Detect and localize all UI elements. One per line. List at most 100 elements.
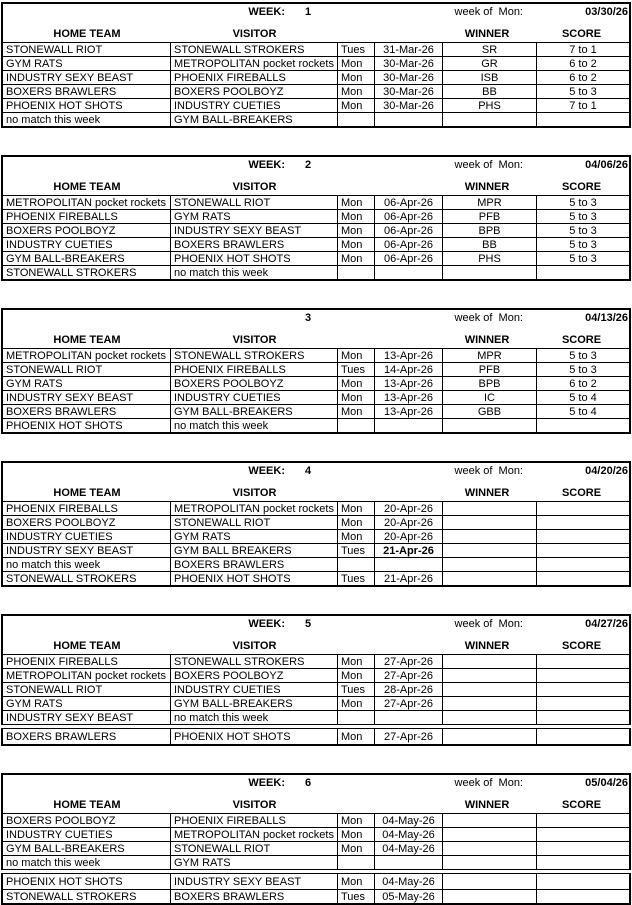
score-cell	[537, 419, 629, 432]
week-block: WEEK: 2 week of Mon: 04/06/26 HOME TEAM VISIT…	[1, 155, 631, 281]
week-section: WEEK: 6 week of Mon: 05/04/26 HOME TEAM VISIT…	[1, 773, 631, 870]
day-cell	[338, 711, 375, 724]
week-label: WEEK:	[248, 6, 285, 18]
visitor-team-cell: BOXERS POOLBOYZ	[171, 377, 338, 390]
score-cell	[537, 814, 629, 827]
visitor-team-cell: GYM RATS	[171, 210, 338, 223]
winner-cell	[443, 419, 537, 432]
visitor-team-cell: BOXERS BRAWLERS	[171, 558, 338, 571]
winner-cell	[443, 113, 537, 126]
visitor-team-cell: GYM RATS	[171, 856, 338, 869]
week-of-label: week of Mon:	[454, 159, 523, 171]
winner-cell: PHS	[443, 252, 537, 265]
visitor-team-cell: no match this week	[171, 266, 338, 279]
match-row: GYM RATS GYM BALL-BREAKERS Mon 27-Apr-26	[3, 696, 629, 710]
section-gap	[1, 725, 631, 728]
score-cell	[537, 572, 629, 585]
match-row: INDUSTRY CUETIES BOXERS BRAWLERS Mon 06-Apr…	[3, 237, 629, 251]
match-row: INDUSTRY CUETIES METROPOLITAN pocket rock…	[3, 827, 629, 841]
date-cell: 20-Apr-26	[375, 502, 443, 515]
column-header-visitor: VISITOR	[232, 487, 277, 499]
column-header-score: SCORE	[561, 334, 602, 346]
visitor-team-cell: INDUSTRY CUETIES	[171, 683, 338, 696]
column-header-home-team: HOME TEAM	[53, 487, 121, 499]
visitor-team-cell: STONEWALL STROKERS	[171, 349, 338, 362]
home-team-cell: PHOENIX FIREBALLS	[3, 502, 171, 515]
winner-cell: PFB	[443, 363, 537, 376]
day-cell: Mon	[338, 99, 375, 112]
date-cell: 30-Mar-26	[375, 85, 443, 98]
column-header-home-team: HOME TEAM	[53, 181, 121, 193]
week-header: WEEK: 4 week of Mon: 04/20/26 HOME TEAM VISIT…	[3, 463, 629, 501]
match-row: INDUSTRY SEXY BEAST INDUSTRY CUETIES Mon 13…	[3, 390, 629, 404]
day-cell: Mon	[338, 669, 375, 682]
winner-cell	[443, 266, 537, 279]
score-cell: 5 to 3	[569, 349, 597, 362]
week-number: 3	[304, 312, 312, 324]
week-number: 6	[304, 777, 312, 789]
score-cell	[537, 516, 629, 529]
column-header-home-team: HOME TEAM	[53, 799, 121, 811]
match-row: no match this week GYM BALL-BREAKERS	[3, 112, 629, 126]
match-row: PHOENIX HOT SHOTS INDUSTRY CUETIES Mon 30-M…	[3, 98, 629, 112]
match-row: STONEWALL STROKERS no match this week	[3, 265, 629, 279]
visitor-team-cell: BOXERS POOLBOYZ	[171, 669, 338, 682]
date-cell	[375, 558, 443, 571]
home-team-cell: STONEWALL RIOT	[3, 43, 171, 56]
day-cell	[338, 419, 375, 432]
score-cell	[537, 544, 629, 557]
home-team-cell: no match this week	[3, 113, 171, 126]
winner-cell: MPR	[443, 196, 537, 209]
visitor-team-cell: no match this week	[171, 419, 338, 432]
match-row: PHOENIX FIREBALLS STONEWALL STROKERS Mon 27…	[3, 654, 629, 668]
score-cell: 5 to 3	[569, 210, 597, 223]
week-number: 1	[304, 6, 312, 18]
date-cell: 27-Apr-26	[375, 669, 443, 682]
visitor-team-cell: METROPOLITAN pocket rockets	[171, 828, 338, 841]
week-section: WEEK: 2 week of Mon: 04/06/26 HOME TEAM VISIT…	[1, 155, 631, 281]
match-row: BOXERS POOLBOYZ INDUSTRY SEXY BEAST Mon 06-…	[3, 223, 629, 237]
date-cell: 21-Apr-26	[375, 544, 443, 557]
score-cell	[537, 856, 629, 869]
date-cell: 21-Apr-26	[375, 572, 443, 585]
home-team-cell: STONEWALL RIOT	[3, 683, 171, 696]
home-team-cell: no match this week	[3, 558, 171, 571]
score-cell	[537, 669, 629, 682]
score-cell	[537, 502, 629, 515]
date-cell: 04-May-26	[375, 828, 443, 841]
match-row: no match this week BOXERS BRAWLERS	[3, 557, 629, 571]
score-cell: 5 to 3	[569, 252, 597, 265]
winner-cell	[443, 530, 537, 543]
date-cell: 13-Apr-26	[375, 377, 443, 390]
match-row: BOXERS POOLBOYZ PHOENIX FIREBALLS Mon 04-Ma…	[3, 813, 629, 827]
match-row: no match this week GYM RATS	[3, 855, 629, 869]
score-cell: 5 to 3	[569, 196, 597, 209]
winner-cell: BB	[443, 85, 537, 98]
winner-cell	[443, 516, 537, 529]
score-cell	[537, 828, 629, 841]
column-header-visitor: VISITOR	[232, 799, 277, 811]
winner-cell	[443, 683, 537, 696]
score-cell	[537, 683, 629, 696]
day-cell: Mon	[338, 530, 375, 543]
week-label: WEEK:	[248, 159, 285, 171]
match-row: METROPOLITAN pocket rockets BOXERS POOLBO…	[3, 668, 629, 682]
score-cell: 5 to 4	[569, 405, 597, 418]
date-cell: 04-May-26	[375, 842, 443, 855]
score-cell: 5 to 3	[569, 224, 597, 237]
week-number: 4	[304, 465, 312, 477]
column-header-visitor: VISITOR	[232, 28, 277, 40]
day-cell: Tues	[338, 683, 375, 696]
home-team-cell: METROPOLITAN pocket rockets	[3, 669, 171, 682]
score-cell	[537, 558, 629, 571]
winner-cell: ISB	[443, 71, 537, 84]
winner-cell	[443, 729, 537, 744]
column-header-winner: WINNER	[464, 334, 510, 346]
day-cell: Tues	[338, 544, 375, 557]
home-team-cell: INDUSTRY CUETIES	[3, 828, 171, 841]
week-section: WEEK: 4 week of Mon: 04/20/26 HOME TEAM VISIT…	[1, 461, 631, 587]
date-cell: 27-Apr-26	[375, 729, 443, 744]
home-team-cell: PHOENIX HOT SHOTS	[3, 99, 171, 112]
score-cell	[537, 697, 629, 710]
column-header-visitor: VISITOR	[232, 640, 277, 652]
